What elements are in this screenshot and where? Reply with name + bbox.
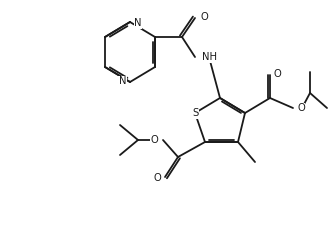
Text: O: O xyxy=(153,173,161,183)
Text: O: O xyxy=(200,12,208,22)
Text: O: O xyxy=(274,69,282,79)
Text: N: N xyxy=(118,76,126,86)
Text: N: N xyxy=(134,18,141,28)
Text: NH: NH xyxy=(202,52,217,62)
Text: O: O xyxy=(297,103,305,113)
Text: S: S xyxy=(192,108,198,118)
Text: O: O xyxy=(150,135,158,145)
